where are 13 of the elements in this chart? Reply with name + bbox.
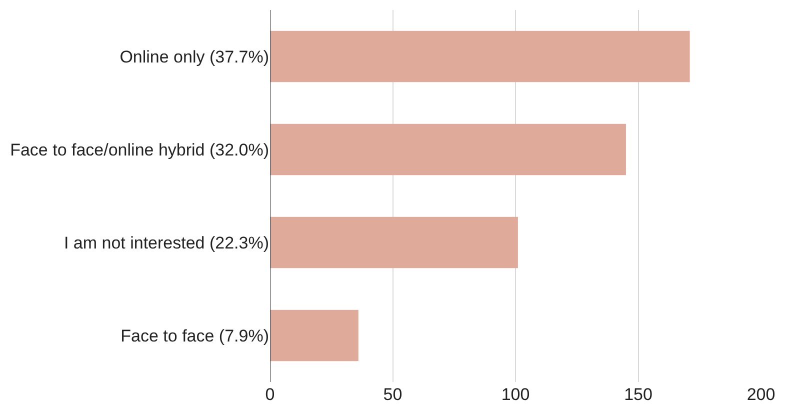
y-tick-label: Face to face (7.9%) [120, 326, 269, 346]
bar [270, 310, 358, 362]
bar [270, 216, 518, 268]
bar [270, 30, 690, 82]
bar [270, 124, 626, 176]
y-tick-label: Online only (37.7%) [120, 47, 269, 66]
x-tick-label: 100 [501, 385, 530, 404]
y-tick-label: I am not interested (22.3%) [64, 233, 269, 252]
y-tick-label: Face to face/online hybrid (32.0%) [10, 140, 269, 160]
x-tick-label: 150 [624, 385, 652, 404]
x-tick-label: 0 [265, 385, 275, 404]
x-tick-label: 200 [746, 385, 776, 404]
x-tick-label: 50 [383, 385, 402, 404]
